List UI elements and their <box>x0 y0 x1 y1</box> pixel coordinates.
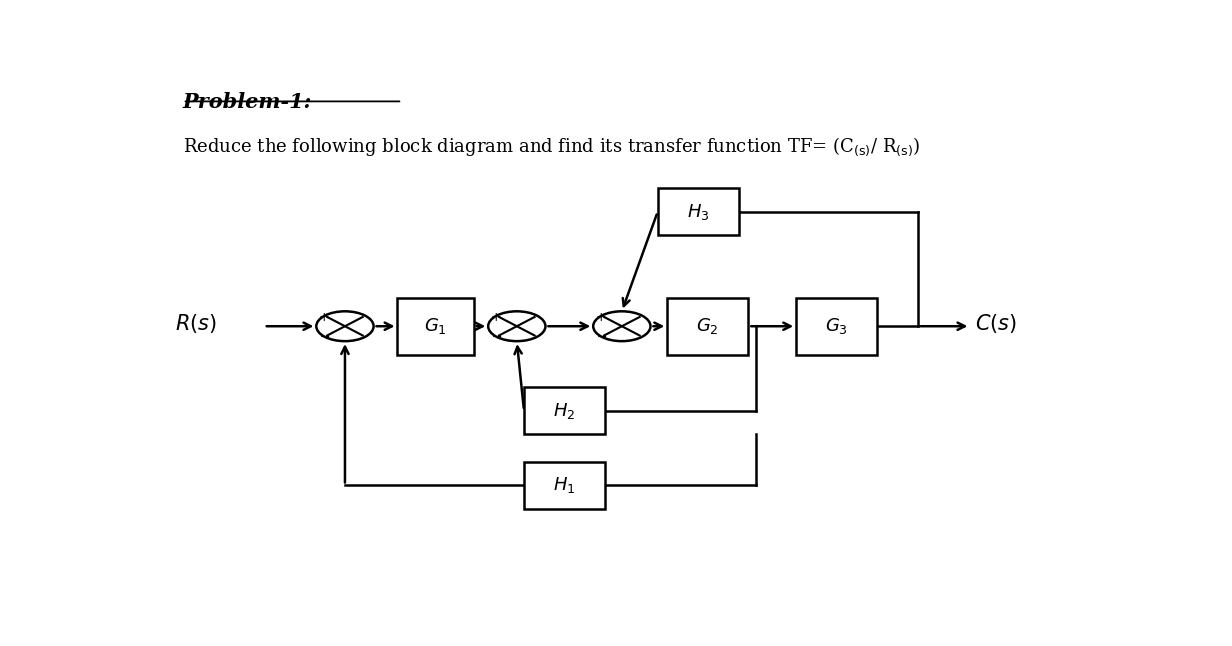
Text: $H_3$: $H_3$ <box>687 202 710 222</box>
Text: $-$: $-$ <box>490 329 501 342</box>
Bar <box>524 387 605 434</box>
Circle shape <box>317 311 373 341</box>
Text: $R(s)$: $R(s)$ <box>175 312 217 335</box>
Text: +: + <box>319 311 330 324</box>
Text: $G_2$: $G_2$ <box>696 317 719 336</box>
Circle shape <box>488 311 546 341</box>
Circle shape <box>594 311 650 341</box>
Text: Reduce the following block diagram and find its transfer function TF= (C$_{\rm(s: Reduce the following block diagram and f… <box>182 136 920 158</box>
Text: +: + <box>596 311 606 324</box>
Text: +: + <box>490 311 501 324</box>
Text: Problem-1:: Problem-1: <box>182 92 312 112</box>
Bar <box>398 298 474 355</box>
Bar <box>796 298 877 355</box>
Bar <box>668 298 748 355</box>
Text: $C(s)$: $C(s)$ <box>976 312 1018 335</box>
Text: $G_3$: $G_3$ <box>825 317 848 336</box>
Text: $-$: $-$ <box>595 329 607 342</box>
Text: $G_1$: $G_1$ <box>424 317 447 336</box>
Text: $-$: $-$ <box>319 329 330 342</box>
Bar <box>524 462 605 509</box>
Text: $H_1$: $H_1$ <box>553 475 575 495</box>
Text: $H_2$: $H_2$ <box>553 401 575 421</box>
Bar <box>658 188 739 235</box>
